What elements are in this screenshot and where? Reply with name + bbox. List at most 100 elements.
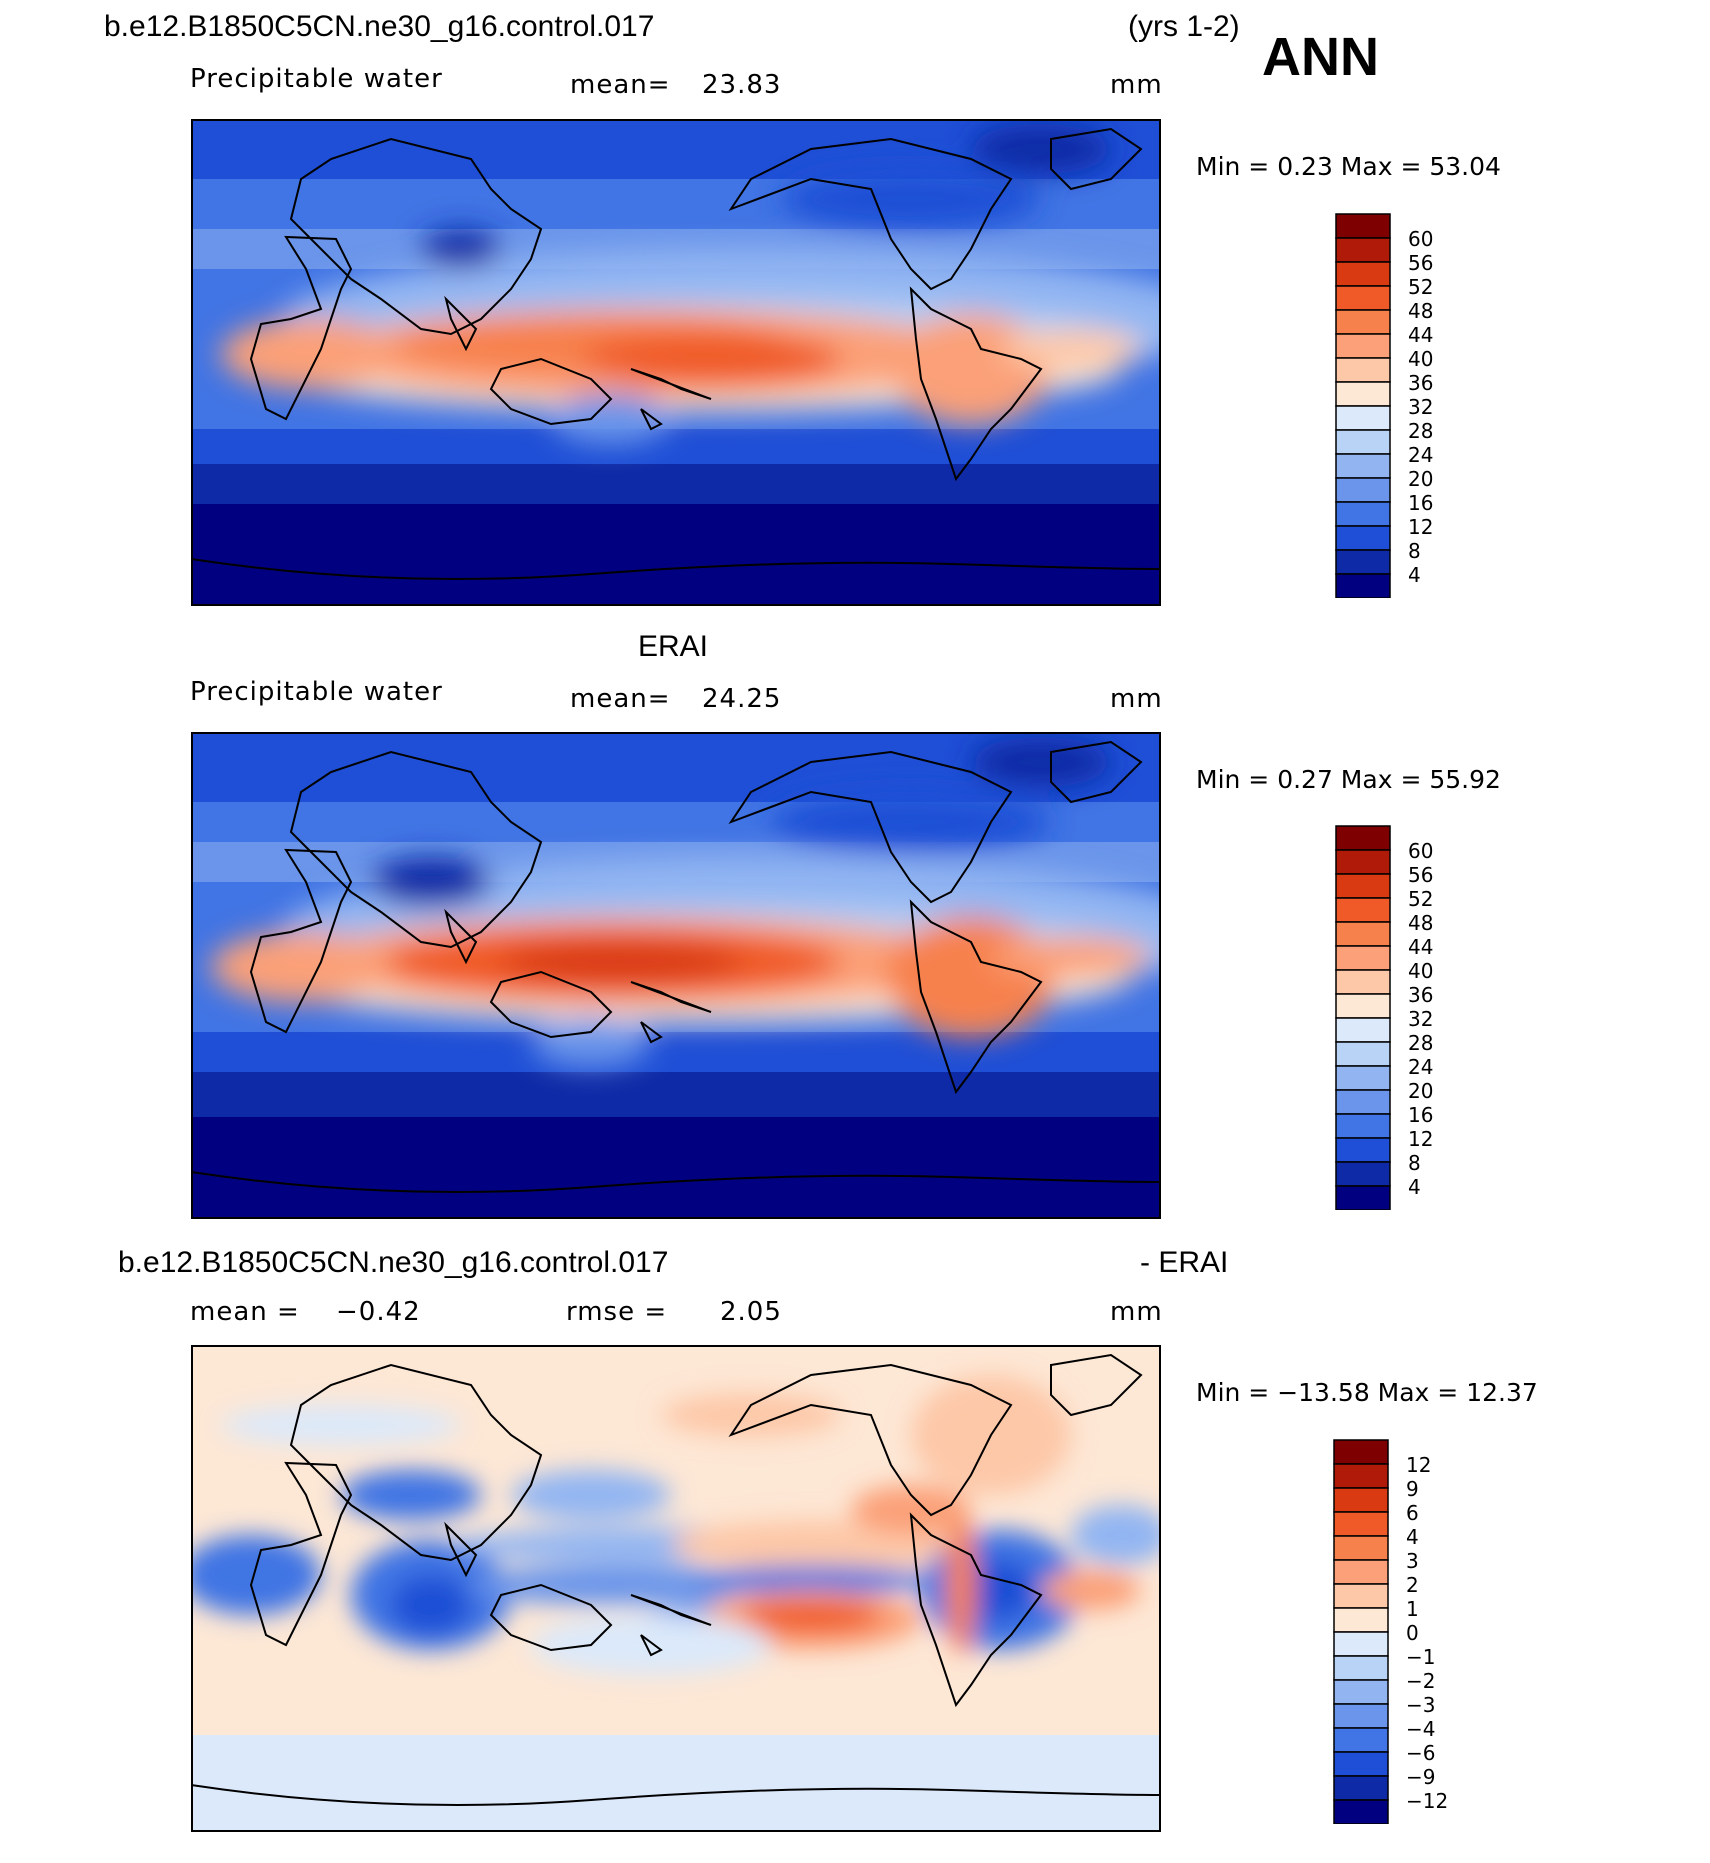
panel3-colorbar-label: −4 bbox=[1406, 1717, 1435, 1741]
panel1-colorbar-box bbox=[1335, 213, 1391, 239]
panel3-rmse-label: rmse = bbox=[566, 1297, 668, 1327]
panel1-colorbar-label: 16 bbox=[1408, 491, 1433, 515]
panel1-colorbar-label: 44 bbox=[1408, 323, 1433, 347]
panel1-colorbar-box bbox=[1335, 525, 1391, 551]
panel3-colorbar-box bbox=[1333, 1559, 1389, 1585]
panel3-colorbar-label: −12 bbox=[1406, 1789, 1448, 1813]
panel1-colorbar-box bbox=[1335, 333, 1391, 359]
panel3-colorbar-box bbox=[1333, 1511, 1389, 1537]
panel2-colorbar-label: 20 bbox=[1408, 1079, 1433, 1103]
panel1-colorbar-box bbox=[1335, 405, 1391, 431]
panel1-colorbar-box bbox=[1335, 429, 1391, 455]
panel3-colorbar-box bbox=[1333, 1535, 1389, 1561]
panel3-mean-label: mean = bbox=[190, 1297, 300, 1327]
panel2-minmax: Min = 0.27 Max = 55.92 bbox=[1196, 765, 1501, 794]
panel3-colorbar-label: −3 bbox=[1406, 1693, 1435, 1717]
panel2-colorbar-label: 12 bbox=[1408, 1127, 1433, 1151]
panel2-colorbar-box bbox=[1335, 1185, 1391, 1210]
panel3-colorbar-box bbox=[1333, 1655, 1389, 1681]
panel1-colorbar-label: 40 bbox=[1408, 347, 1433, 371]
panel2-colorbar-label: 32 bbox=[1408, 1007, 1433, 1031]
panel3-colorbar-box bbox=[1333, 1607, 1389, 1633]
panel2-colorbar-box bbox=[1335, 1017, 1391, 1043]
panel2-colorbar-label: 24 bbox=[1408, 1055, 1433, 1079]
panel3-colorbar-label: 3 bbox=[1406, 1549, 1419, 1573]
panel3-colorbar-box bbox=[1333, 1799, 1389, 1824]
panel1-mean-value: 23.83 bbox=[702, 70, 782, 100]
panel1-colorbar-box bbox=[1335, 453, 1391, 479]
panel2-mean-label: mean= bbox=[570, 684, 671, 714]
panel1-colorbar-label: 12 bbox=[1408, 515, 1433, 539]
panel3-colorbar-label: 2 bbox=[1406, 1573, 1419, 1597]
panel2-colorbar-label: 16 bbox=[1408, 1103, 1433, 1127]
panel1-colorbar-box bbox=[1335, 501, 1391, 527]
panel1-colorbar-label: 52 bbox=[1408, 275, 1433, 299]
panel3-colorbar-box bbox=[1333, 1679, 1389, 1705]
panel3-colorbar-label: 0 bbox=[1406, 1621, 1419, 1645]
panel1-mean-label: mean= bbox=[570, 70, 671, 100]
panel2-units: mm bbox=[1110, 684, 1163, 714]
panel1-colorbar-box bbox=[1335, 357, 1391, 383]
panel3-colorbar-box bbox=[1333, 1583, 1389, 1609]
panel1-minmax: Min = 0.23 Max = 53.04 bbox=[1196, 152, 1501, 181]
panel2-field bbox=[191, 732, 1161, 1219]
panel1-colorbar-label: 20 bbox=[1408, 467, 1433, 491]
panel2-colorbar-label: 40 bbox=[1408, 959, 1433, 983]
panel3-colorbar-label: −2 bbox=[1406, 1669, 1435, 1693]
panel3-map bbox=[191, 1345, 1161, 1832]
panel3-colorbar-box bbox=[1333, 1439, 1389, 1465]
panel3-colorbar-label: 6 bbox=[1406, 1501, 1419, 1525]
panel1-colorbar-label: 4 bbox=[1408, 563, 1421, 587]
panel3-units: mm bbox=[1110, 1297, 1163, 1327]
panel2-colorbar-label: 60 bbox=[1408, 839, 1433, 863]
panel1-colorbar-box bbox=[1335, 285, 1391, 311]
panel1-field bbox=[191, 119, 1161, 606]
panel2-variable: Precipitable water bbox=[190, 677, 443, 707]
panel3-coastlines bbox=[191, 1353, 1161, 1806]
panel2-coastlines bbox=[191, 740, 1161, 1193]
panel3-colorbar-box bbox=[1333, 1727, 1389, 1753]
panel3-title-case: b.e12.B1850C5CN.ne30_g16.control.017 bbox=[118, 1246, 669, 1279]
panel2-colorbar-box bbox=[1335, 1089, 1391, 1115]
panel1-units: mm bbox=[1110, 70, 1163, 100]
panel2-title: ERAI bbox=[638, 630, 709, 663]
panel1-colorbar-box bbox=[1335, 261, 1391, 287]
panel1-colorbar-box bbox=[1335, 549, 1391, 575]
panel2-colorbar-label: 48 bbox=[1408, 911, 1433, 935]
panel2-colorbar-box bbox=[1335, 897, 1391, 923]
panel3-rmse-value: 2.05 bbox=[720, 1297, 782, 1327]
panel3-colorbar-box bbox=[1333, 1775, 1389, 1801]
panel3-colorbar-box bbox=[1333, 1463, 1389, 1489]
panel1-map bbox=[191, 119, 1161, 606]
panel2-colorbar-box bbox=[1335, 993, 1391, 1019]
season-label: ANN bbox=[1262, 27, 1379, 87]
panel3-colorbar-box bbox=[1333, 1631, 1389, 1657]
panel3-field bbox=[191, 1345, 1161, 1832]
panel2-mean-value: 24.25 bbox=[702, 684, 782, 714]
panel2-colorbar-label: 52 bbox=[1408, 887, 1433, 911]
panel1-variable: Precipitable water bbox=[190, 64, 443, 94]
panel1-colorbar-box bbox=[1335, 309, 1391, 335]
panel1-colorbar-label: 48 bbox=[1408, 299, 1433, 323]
panel2-colorbar-box bbox=[1335, 825, 1391, 851]
panel2-map bbox=[191, 732, 1161, 1219]
panel3-minmax: Min = −13.58 Max = 12.37 bbox=[1196, 1378, 1538, 1407]
panel1-colorbar-box bbox=[1335, 573, 1391, 598]
panel2-colorbar-label: 44 bbox=[1408, 935, 1433, 959]
panel2-colorbar-label: 56 bbox=[1408, 863, 1433, 887]
panel2-colorbar-box bbox=[1335, 849, 1391, 875]
panel1-colorbar-label: 24 bbox=[1408, 443, 1433, 467]
panel1-colorbar-label: 28 bbox=[1408, 419, 1433, 443]
panel2-colorbar-box bbox=[1335, 1065, 1391, 1091]
panel2-colorbar-box bbox=[1335, 873, 1391, 899]
panel3-colorbar-label: 12 bbox=[1406, 1453, 1431, 1477]
panel1-colorbar-box bbox=[1335, 477, 1391, 503]
panel2-colorbar-label: 36 bbox=[1408, 983, 1433, 1007]
panel1-colorbar-label: 60 bbox=[1408, 227, 1433, 251]
panel1-colorbar-label: 56 bbox=[1408, 251, 1433, 275]
panel2-colorbar-box bbox=[1335, 921, 1391, 947]
panel3-colorbar-label: 1 bbox=[1406, 1597, 1419, 1621]
